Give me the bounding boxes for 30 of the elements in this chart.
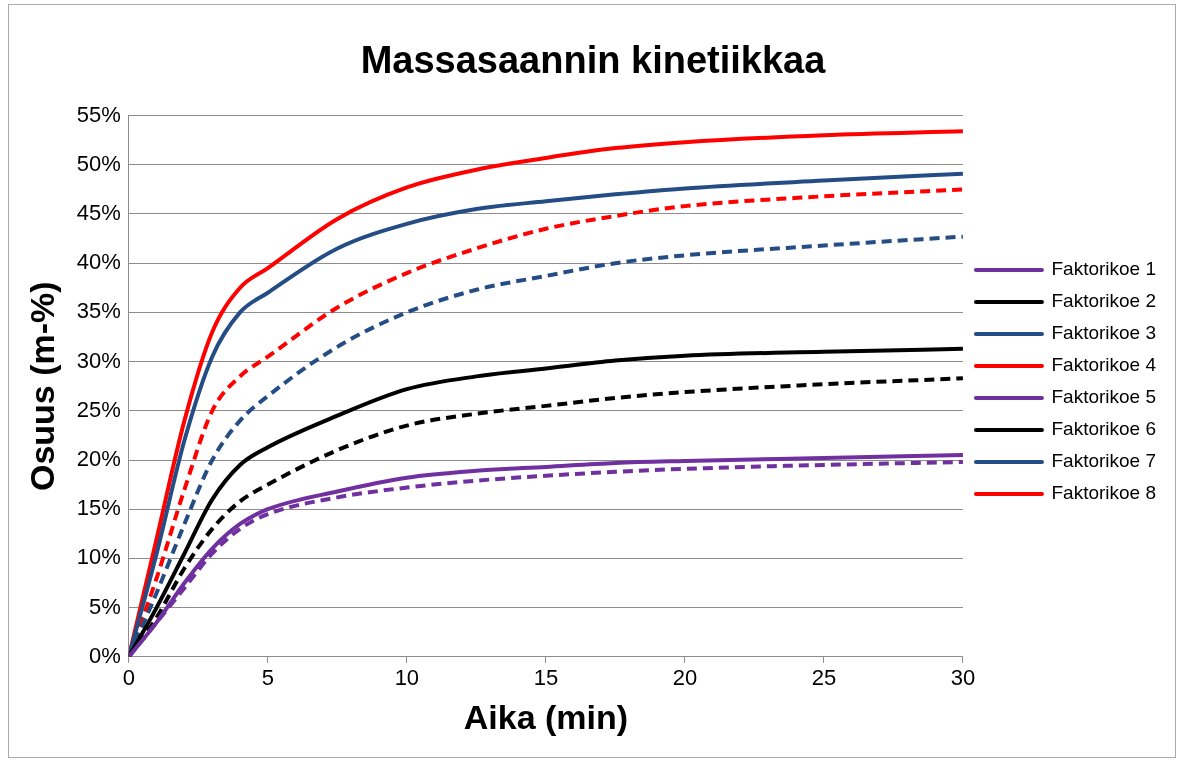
legend-label: Faktorikoe 4 [1051, 354, 1157, 376]
legend-label: Faktorikoe 5 [1051, 386, 1156, 408]
x-tick-label: 10 [394, 665, 420, 691]
y-tick-label: 50% [76, 150, 121, 176]
legend-label: Faktorikoe 3 [1051, 322, 1156, 344]
y-tick-label: 20% [76, 446, 121, 472]
x-tick-label: 25 [811, 665, 837, 691]
y-tick-label: 10% [76, 544, 121, 570]
x-tick-label: 15 [533, 665, 559, 691]
y-tick-label: 40% [76, 249, 121, 275]
x-axis-title: Aika (min) [463, 697, 629, 736]
y-tick-label: 0% [89, 642, 121, 668]
legend-label: Faktorikoe 8 [1051, 482, 1156, 504]
x-tick-label: 20 [672, 665, 698, 691]
legend-label: Faktorikoe 7 [1051, 450, 1156, 472]
y-tick-label: 5% [89, 593, 121, 619]
y-tick-label: 35% [76, 298, 121, 324]
chart-title: Massasaannin kinetiikkaa [360, 39, 827, 82]
y-tick-label: 15% [76, 495, 121, 521]
y-axis-title: Osuus (m-%) [22, 281, 61, 492]
y-tick-label: 30% [76, 347, 121, 373]
y-tick-label: 45% [76, 200, 121, 226]
x-tick-label: 0 [122, 665, 135, 691]
legend-label: Faktorikoe 6 [1051, 418, 1156, 440]
x-tick-label: 5 [261, 665, 274, 691]
legend-label: Faktorikoe 1 [1051, 258, 1156, 280]
y-tick-label: 25% [76, 396, 121, 422]
legend-label: Faktorikoe 2 [1051, 290, 1156, 312]
y-tick-label: 55% [76, 101, 121, 127]
x-tick-label: 30 [950, 665, 976, 691]
